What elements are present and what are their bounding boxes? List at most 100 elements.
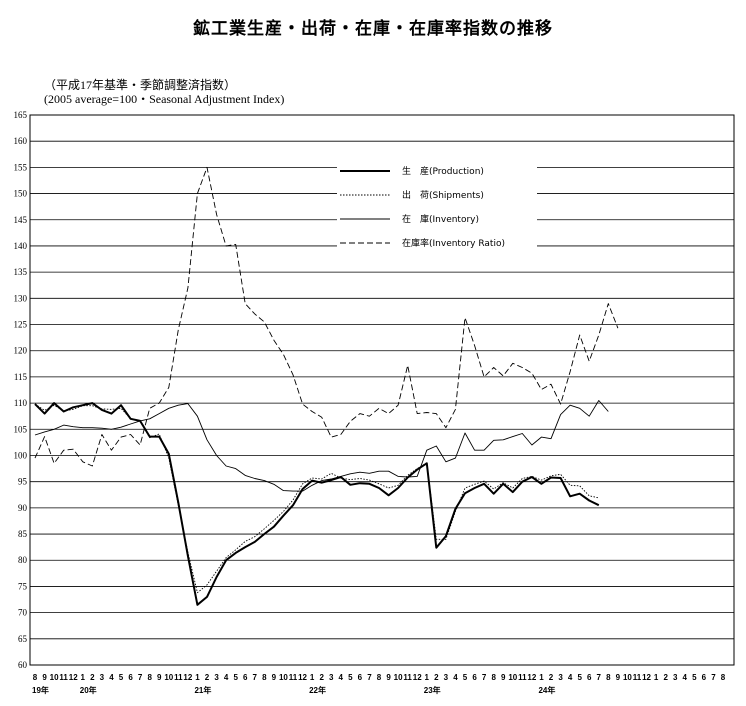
y-tick-label: 60 bbox=[18, 660, 28, 670]
x-tick-label: 12 bbox=[298, 673, 307, 682]
legend-inventory-label: 在 庫(Inventory) bbox=[402, 213, 479, 225]
x-tick-label: 7 bbox=[138, 673, 143, 682]
y-tick-label: 90 bbox=[18, 503, 28, 513]
x-tick-label: 7 bbox=[711, 673, 716, 682]
series-lines bbox=[34, 166, 619, 606]
x-tick-label: 6 bbox=[358, 673, 363, 682]
x-tick-label: 4 bbox=[109, 673, 114, 682]
y-tick-label: 160 bbox=[14, 136, 28, 146]
x-tick-label: 9 bbox=[501, 673, 506, 682]
x-tick-label: 11 bbox=[59, 673, 68, 682]
x-tick-label: 5 bbox=[233, 673, 238, 682]
year-label: 24年 bbox=[538, 685, 555, 695]
x-tick-label: 11 bbox=[289, 673, 298, 682]
subtitle-english: (2005 average=100・Seasonal Adjustment In… bbox=[44, 92, 285, 106]
x-tick-label: 3 bbox=[673, 673, 678, 682]
inventory-ratio-line bbox=[34, 166, 619, 467]
legend-shipments-label: 出 荷(Shipments) bbox=[402, 189, 484, 201]
y-tick-label: 105 bbox=[14, 424, 28, 434]
x-tick-label: 3 bbox=[100, 673, 105, 682]
chart-title: 鉱工業生産・出荷・在庫・在庫率指数の推移 bbox=[193, 19, 553, 39]
x-tick-label: 11 bbox=[403, 673, 412, 682]
y-tick-label: 70 bbox=[18, 608, 28, 618]
x-tick-label: 1 bbox=[195, 673, 200, 682]
x-tick-label: 8 bbox=[147, 673, 152, 682]
x-tick-label: 7 bbox=[253, 673, 258, 682]
x-tick-label: 9 bbox=[386, 673, 391, 682]
x-tick-label: 4 bbox=[568, 673, 573, 682]
inventory-line bbox=[34, 400, 609, 492]
shipments-line bbox=[34, 403, 599, 594]
y-tick-label: 110 bbox=[14, 398, 28, 408]
x-tick-label: 3 bbox=[214, 673, 219, 682]
y-axis-ticks: 60 65 70 75 80 85 90 95 100 105 110 115 120 125 130 135… bbox=[14, 110, 28, 670]
x-tick-label: 2 bbox=[90, 673, 95, 682]
y-tick-label: 150 bbox=[14, 189, 28, 199]
y-tick-label: 165 bbox=[14, 110, 28, 120]
x-tick-label: 3 bbox=[444, 673, 449, 682]
x-tick-label: 12 bbox=[69, 673, 78, 682]
legend: 生 産(Production) 出 荷(Shipments) 在 庫(Invento… bbox=[337, 163, 537, 249]
x-tick-label: 10 bbox=[394, 673, 403, 682]
y-tick-label: 155 bbox=[14, 162, 28, 172]
x-tick-label: 12 bbox=[183, 673, 192, 682]
x-tick-label: 11 bbox=[174, 673, 183, 682]
x-tick-label: 6 bbox=[587, 673, 592, 682]
x-tick-label: 8 bbox=[377, 673, 382, 682]
x-tick-label: 8 bbox=[33, 673, 38, 682]
y-tick-label: 95 bbox=[18, 477, 28, 487]
y-tick-label: 125 bbox=[14, 320, 28, 330]
x-tick-label: 8 bbox=[262, 673, 267, 682]
x-tick-label: 9 bbox=[616, 673, 621, 682]
x-tick-label: 2 bbox=[434, 673, 439, 682]
legend-background bbox=[337, 163, 537, 177]
year-label: 21年 bbox=[194, 685, 211, 695]
x-tick-label: 4 bbox=[339, 673, 344, 682]
x-tick-label: 7 bbox=[367, 673, 372, 682]
subtitle-japanese: （平成17年基準・季節調整済指数） bbox=[44, 78, 237, 92]
year-label: 19年 bbox=[32, 685, 49, 695]
x-tick-label: 4 bbox=[453, 673, 458, 682]
x-tick-label: 11 bbox=[633, 673, 642, 682]
x-tick-label: 11 bbox=[518, 673, 527, 682]
y-tick-label: 135 bbox=[14, 267, 28, 277]
x-tick-label: 12 bbox=[642, 673, 651, 682]
legend-background bbox=[337, 187, 537, 201]
x-tick-label: 1 bbox=[310, 673, 315, 682]
legend-inventory-ratio-label: 在庫率(Inventory Ratio) bbox=[402, 237, 505, 249]
x-tick-label: 2 bbox=[549, 673, 554, 682]
production-line bbox=[34, 402, 600, 606]
year-label: 20年 bbox=[80, 685, 97, 695]
legend-background bbox=[337, 235, 537, 249]
x-tick-label: 5 bbox=[692, 673, 697, 682]
x-tick-label: 1 bbox=[654, 673, 659, 682]
x-tick-label: 1 bbox=[425, 673, 430, 682]
year-label: 22年 bbox=[309, 685, 326, 695]
y-tick-label: 100 bbox=[14, 450, 28, 460]
legend-production-label: 生 産(Production) bbox=[402, 165, 484, 177]
y-tick-label: 80 bbox=[18, 555, 28, 565]
x-tick-label: 10 bbox=[164, 673, 173, 682]
x-tick-label: 4 bbox=[224, 673, 229, 682]
y-tick-label: 85 bbox=[18, 529, 28, 539]
y-tick-label: 140 bbox=[14, 241, 28, 251]
x-tick-label: 2 bbox=[319, 673, 324, 682]
x-tick-label: 8 bbox=[491, 673, 496, 682]
x-tick-label: 4 bbox=[683, 673, 688, 682]
x-tick-label: 10 bbox=[623, 673, 632, 682]
x-tick-label: 9 bbox=[157, 673, 162, 682]
year-label: 23年 bbox=[424, 685, 441, 695]
legend-background bbox=[337, 211, 537, 225]
y-tick-label: 130 bbox=[14, 293, 28, 303]
x-tick-label: 3 bbox=[329, 673, 334, 682]
x-tick-label: 1 bbox=[81, 673, 86, 682]
x-tick-label: 10 bbox=[508, 673, 517, 682]
x-tick-label: 6 bbox=[472, 673, 477, 682]
y-tick-label: 65 bbox=[18, 634, 28, 644]
x-tick-label: 12 bbox=[527, 673, 536, 682]
x-tick-label: 1 bbox=[539, 673, 544, 682]
y-tick-label: 115 bbox=[14, 372, 28, 382]
x-axis-ticks: 8 9 10 11 12 1 2 3 4 5 6 7 8 9 10 11 12 1 2 3 4 5 6 7 8 9 10 11 12 1 2… bbox=[32, 673, 726, 695]
x-tick-label: 8 bbox=[606, 673, 611, 682]
x-tick-label: 12 bbox=[413, 673, 422, 682]
